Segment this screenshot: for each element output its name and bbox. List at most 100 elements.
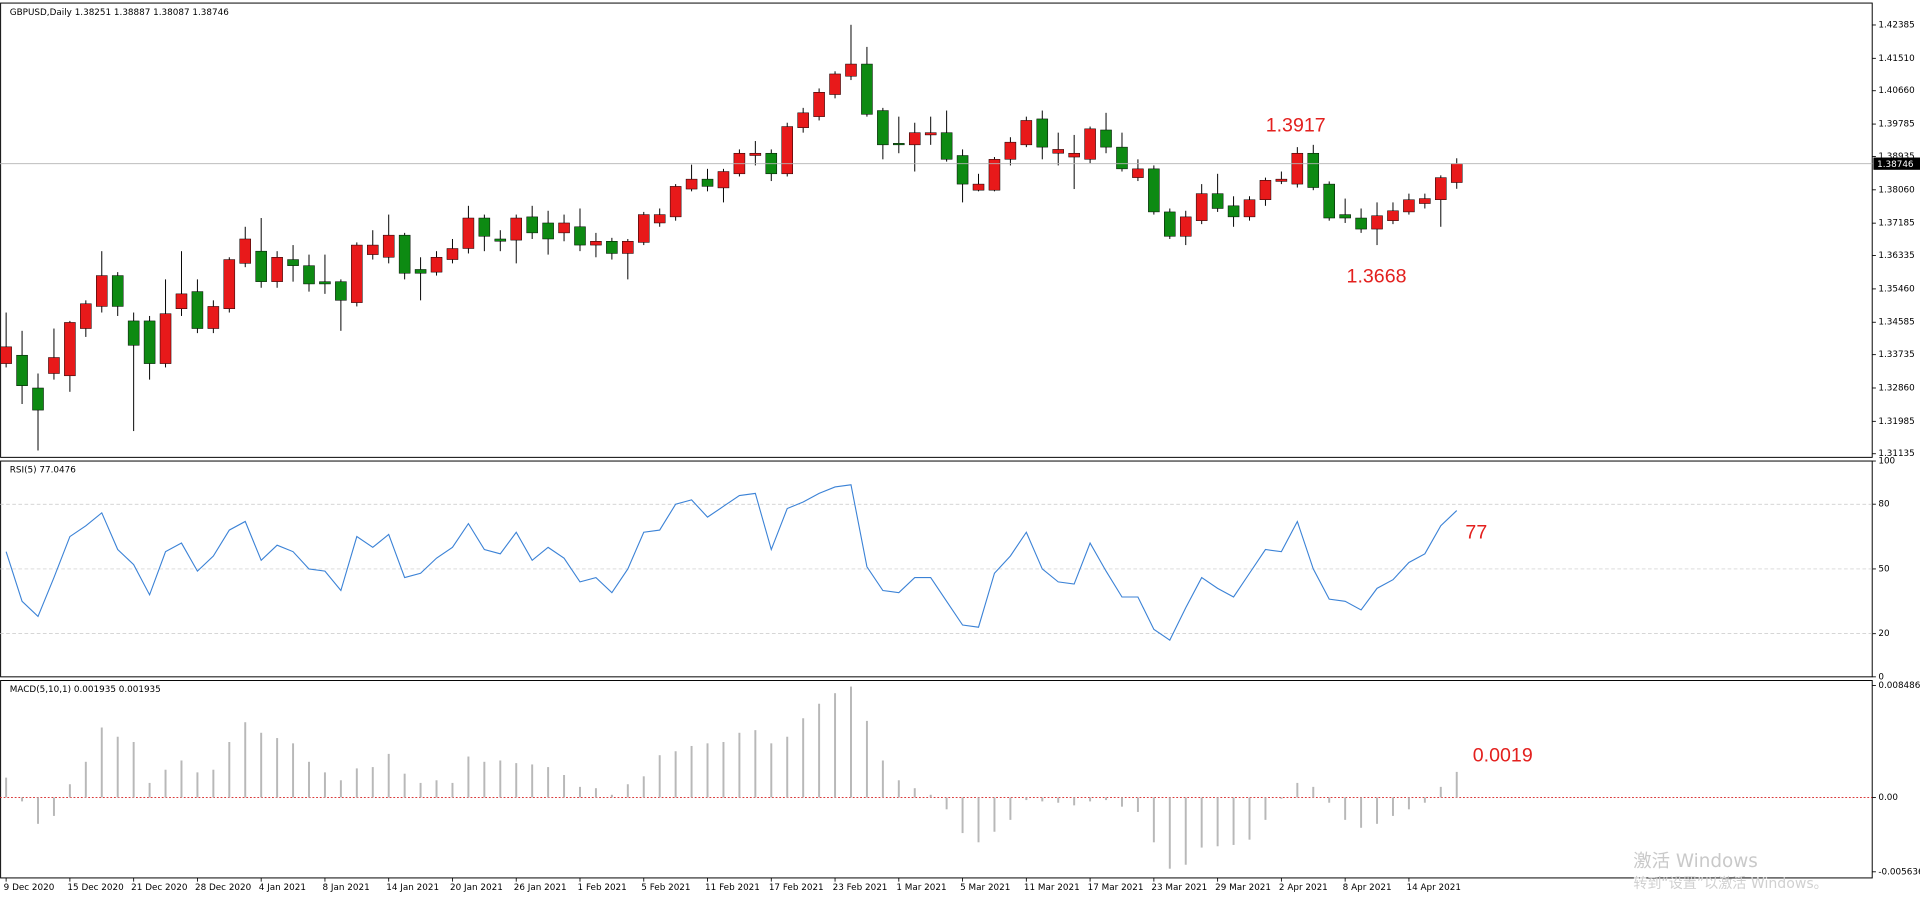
macd-bar xyxy=(610,794,613,798)
macd-bar xyxy=(929,794,932,798)
candle-body xyxy=(542,222,554,240)
candle-body xyxy=(32,387,44,411)
macd-bar xyxy=(1168,797,1171,869)
macd-bar xyxy=(180,760,183,798)
macd-bar xyxy=(1009,797,1012,820)
candle-body xyxy=(1052,149,1064,154)
x-tick-label: 5 Mar 2021 xyxy=(960,883,1010,893)
candle-body xyxy=(80,303,92,329)
macd-bar xyxy=(738,732,741,798)
candle-body xyxy=(1371,215,1383,230)
candle-body xyxy=(430,257,443,273)
candle-body xyxy=(1323,183,1335,219)
macd-bar xyxy=(52,797,55,816)
y-tick-label: 1.42385 xyxy=(1878,20,1914,30)
candle-body xyxy=(1132,168,1144,178)
macd-bar xyxy=(37,797,39,824)
macd-bar xyxy=(1025,797,1028,801)
macd-bar xyxy=(770,743,773,798)
macd-bar xyxy=(977,797,980,843)
candle-body xyxy=(526,216,538,234)
price-panel-frame xyxy=(0,2,1873,458)
candle-body xyxy=(462,217,475,249)
x-tick-label: 21 Dec 2020 xyxy=(131,883,188,893)
x-tick-label: 29 Mar 2021 xyxy=(1215,883,1271,893)
candle-body xyxy=(367,244,379,255)
y-tick-label: 1.38935 xyxy=(1878,152,1914,162)
macd-bar xyxy=(594,788,597,798)
panel-title: MACD(5,10,1) 0.001935 0.001935 xyxy=(10,685,161,695)
candle-body xyxy=(207,306,220,329)
y-tick-label: 1.32860 xyxy=(1878,383,1915,393)
candle-body xyxy=(685,178,698,190)
x-tick-label: 20 Jan 2021 xyxy=(450,883,503,893)
macd-bar xyxy=(913,788,916,798)
price-label-box xyxy=(1873,157,1920,170)
macd-bar xyxy=(132,742,135,798)
macd-bar xyxy=(1057,797,1060,803)
macd-bar xyxy=(116,736,119,798)
x-tick-label: 17 Feb 2021 xyxy=(769,883,824,893)
candle-body xyxy=(1355,217,1367,230)
x-tick-label: 23 Feb 2021 xyxy=(833,883,888,893)
macd-bar xyxy=(690,745,693,798)
macd-bar xyxy=(1344,797,1347,820)
candle-body xyxy=(398,234,411,274)
macd-bar xyxy=(148,782,151,798)
macd-bar xyxy=(1152,797,1155,843)
candle-body xyxy=(414,269,427,274)
macd-bar xyxy=(1200,797,1203,848)
candle-body xyxy=(606,241,618,254)
macd-bar xyxy=(323,772,326,798)
macd-bar xyxy=(1216,797,1219,847)
macd-bar xyxy=(1136,797,1139,812)
macd-bar xyxy=(674,751,677,798)
x-tick-label: 8 Jan 2021 xyxy=(322,883,369,893)
macd-bar xyxy=(499,760,502,798)
macd-bar xyxy=(1391,797,1394,816)
candle-body xyxy=(669,186,682,218)
macd-bar xyxy=(642,776,645,798)
candle-body xyxy=(48,357,60,374)
candle-body xyxy=(924,132,937,136)
candle-body xyxy=(303,265,315,285)
y-tick-label: 1.38060 xyxy=(1878,185,1915,195)
macd-bar xyxy=(579,786,581,798)
macd-bar xyxy=(403,773,406,798)
macd-bar xyxy=(1376,797,1379,824)
macd-bar xyxy=(722,742,725,798)
candle-body xyxy=(1211,193,1224,209)
macd-bar xyxy=(1439,786,1442,798)
macd-bar xyxy=(850,686,852,798)
candle-body xyxy=(127,320,140,346)
x-tick-label: 1 Mar 2021 xyxy=(896,883,946,893)
candle-body xyxy=(558,222,570,234)
x-tick-label: 5 Feb 2021 xyxy=(641,883,690,893)
candle-body xyxy=(797,112,809,128)
candle-body xyxy=(351,244,363,303)
macd-bar xyxy=(563,775,566,798)
macd-bar xyxy=(467,756,470,798)
y-tick-label: 1.37185 xyxy=(1878,219,1914,229)
macd-bar xyxy=(865,720,868,798)
x-tick-label: 14 Apr 2021 xyxy=(1406,883,1460,893)
watermark-title: 激活 Windows xyxy=(1633,851,1758,872)
macd-bar xyxy=(897,780,900,798)
macd-bar xyxy=(1280,797,1283,799)
x-tick-label: 1 Feb 2021 xyxy=(578,883,627,893)
macd-panel-frame xyxy=(0,680,1873,879)
y-tick-label: 20 xyxy=(1878,629,1890,639)
candle-body xyxy=(1020,120,1033,146)
candle-body xyxy=(813,92,825,117)
y-tick-label: 1.40660 xyxy=(1878,86,1915,96)
x-tick-label: 17 Mar 2021 xyxy=(1088,883,1144,893)
candle-body xyxy=(574,226,586,246)
candle-body xyxy=(0,346,12,364)
macd-bar xyxy=(196,772,199,798)
candle-body xyxy=(877,110,889,146)
candle-body xyxy=(988,159,1001,191)
macd-bar xyxy=(818,703,821,798)
macd-bar xyxy=(706,743,709,798)
macd-bar xyxy=(1455,771,1458,798)
